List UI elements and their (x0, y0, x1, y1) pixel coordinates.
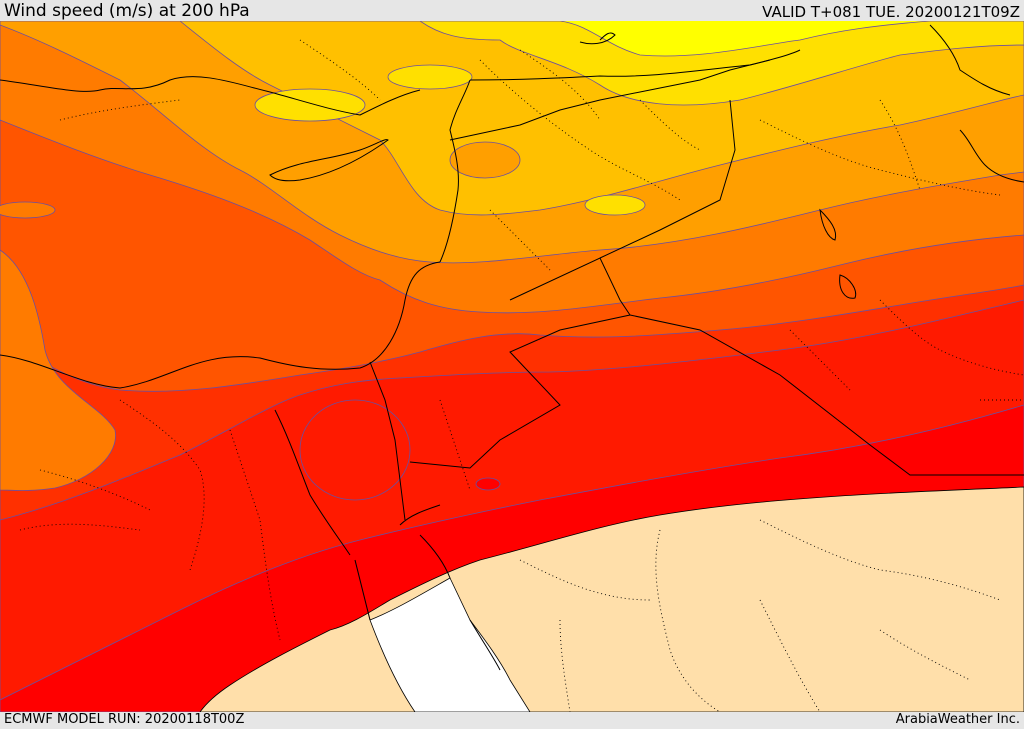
valid-time: VALID T+081 TUE. 20200121T09Z (762, 3, 1020, 21)
coastlines (0, 24, 1024, 671)
header-bar: Wind speed (m/s) at 200 hPa VALID T+081 … (0, 0, 1024, 21)
cyprus (269, 139, 389, 182)
footer-bar: ECMWF MODEL RUN: 20200118T00Z ArabiaWeat… (0, 712, 1024, 729)
pocket-red (475, 477, 501, 491)
red-sea-white (369, 577, 531, 712)
credit-label: ArabiaWeather Inc. (895, 712, 1020, 727)
map-title: Wind speed (m/s) at 200 hPa (4, 1, 250, 21)
model-run-label: ECMWF MODEL RUN: 20200118T00Z (4, 712, 245, 727)
pocket-deep-orange (0, 201, 56, 219)
pocket-orange-west (0, 249, 116, 491)
pocket-light-gold (584, 194, 646, 216)
pocket-orange (449, 141, 521, 179)
pocket-gold-2 (254, 88, 366, 122)
pocket-gold-1 (387, 64, 473, 90)
admin-boundaries (19, 39, 1024, 712)
pocket-red-orange-sinai (299, 399, 411, 501)
wind-speed-map (0, 21, 1024, 712)
